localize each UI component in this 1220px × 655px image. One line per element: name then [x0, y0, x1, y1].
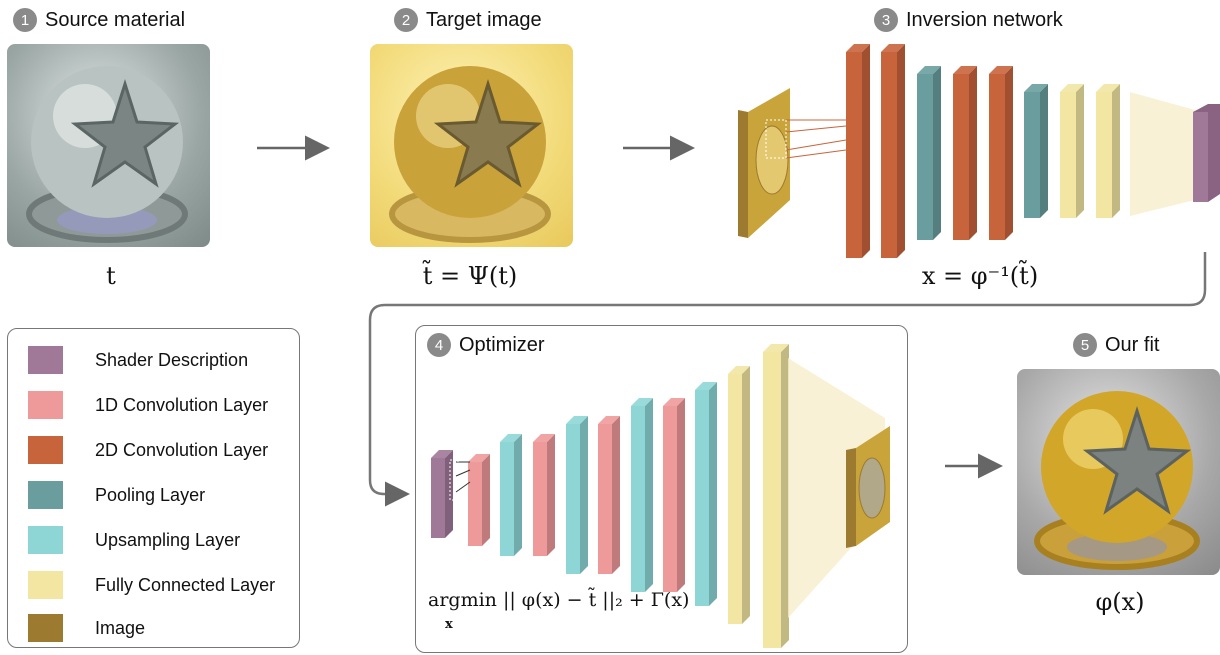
- source-symbol: t: [106, 262, 116, 290]
- inversion-layer-block: [881, 44, 905, 258]
- step-label: Inversion network: [906, 8, 1063, 31]
- legend-item-shader-description: Shader Description: [28, 346, 248, 374]
- step-number: 5: [1073, 333, 1097, 357]
- legend-item-2d-convolution: 2D Convolution Layer: [28, 436, 268, 464]
- optimizer-layer-block: [631, 398, 653, 592]
- step-number: 3: [874, 8, 898, 32]
- step-label: Target image: [426, 8, 542, 31]
- shader-output-block: [1193, 104, 1220, 202]
- legend-label: 1D Convolution Layer: [95, 394, 269, 415]
- inversion-equation: x = φ⁻¹(t̃): [921, 262, 1039, 290]
- legend-item-pooling: Pooling Layer: [28, 481, 205, 509]
- target-image-render: [370, 44, 573, 247]
- optimizer-projection: [788, 358, 885, 618]
- inversion-layer-block: [1060, 84, 1084, 218]
- objective-subscript: x: [445, 617, 453, 632]
- legend-label: Shader Description: [95, 349, 249, 370]
- optimizer-layer-block: [663, 398, 685, 592]
- optimizer-panel: argmin || φ(x) − t̃ ||₂ + Γ(x) x: [415, 325, 908, 653]
- step-label: Optimizer: [459, 333, 545, 356]
- gold-sphere-icon: [389, 66, 551, 243]
- fc-projection: [1130, 92, 1195, 216]
- legend-swatch: [28, 481, 63, 509]
- legend-swatch: [28, 436, 63, 464]
- legend-label: Pooling Layer: [95, 484, 206, 505]
- legend-swatch: [28, 614, 63, 642]
- optimizer-input-connectors: [449, 459, 471, 501]
- legend-label: Upsampling Layer: [95, 529, 241, 550]
- legend-swatch: [28, 391, 63, 419]
- step-5-header: 5 Our fit: [1073, 333, 1159, 357]
- step-1-header: 1 Source material: [13, 8, 185, 32]
- optimizer-layers: [431, 344, 789, 648]
- source-material-render: [7, 44, 210, 247]
- legend-label: Image: [95, 617, 146, 638]
- objective-text: argmin || φ(x) − t̃ ||₂ + Γ(x): [428, 589, 690, 611]
- inversion-layer-block: [1024, 84, 1048, 218]
- inversion-layers: [846, 44, 1120, 258]
- optimizer-layer-block: [533, 434, 555, 556]
- step-number: 2: [394, 8, 418, 32]
- legend-item-image: Image: [28, 614, 145, 642]
- step-number: 4: [427, 333, 451, 357]
- legend-swatch: [28, 526, 63, 554]
- legend-item-fully-connected: Fully Connected Layer: [28, 571, 275, 599]
- inversion-layer-block: [989, 66, 1013, 240]
- step-4-header: 4 Optimizer: [427, 333, 545, 357]
- fitted-sphere-icon: [1034, 391, 1200, 570]
- legend-swatch: [28, 571, 63, 599]
- legend-item-upsampling: Upsampling Layer: [28, 526, 240, 554]
- optimizer-layer-block: [598, 416, 620, 574]
- optimizer-layer-block: [763, 344, 789, 648]
- inversion-layer-block: [953, 66, 977, 240]
- optimizer-layer-block: [431, 450, 453, 538]
- target-equation: t̃ = Ψ(t): [422, 262, 518, 290]
- inversion-layer-block: [917, 66, 941, 240]
- optimizer-layer-block: [468, 454, 490, 546]
- metal-sphere-icon: [26, 66, 188, 243]
- fit-equation: φ(x): [1095, 588, 1145, 616]
- optimizer-output-image: [846, 426, 890, 548]
- inversion-network: [738, 88, 847, 238]
- legend-label: 2D Convolution Layer: [95, 439, 269, 460]
- legend-item-1d-convolution: 1D Convolution Layer: [28, 391, 268, 419]
- optimizer-layer-block: [728, 366, 750, 624]
- step-3-header: 3 Inversion network: [874, 8, 1063, 32]
- objective-formula: argmin || φ(x) − t̃ ||₂ + Γ(x) x: [428, 589, 690, 632]
- our-fit-render: [1017, 369, 1220, 575]
- step-2-header: 2 Target image: [394, 8, 542, 32]
- step-label: Source material: [45, 8, 186, 31]
- inversion-layer-block: [1096, 84, 1120, 218]
- legend-panel: Shader Description 1D Convolution Layer …: [7, 328, 300, 648]
- legend-swatch: [28, 346, 63, 374]
- optimizer-layer-block: [566, 416, 588, 574]
- optimizer-layer-block: [695, 382, 717, 606]
- step-number: 1: [13, 8, 37, 32]
- legend-label: Fully Connected Layer: [95, 574, 276, 595]
- optimizer-layer-block: [500, 434, 522, 556]
- inversion-layer-block: [846, 44, 870, 258]
- step-label: Our fit: [1105, 333, 1160, 356]
- arrow-3-to-4: [368, 252, 1207, 507]
